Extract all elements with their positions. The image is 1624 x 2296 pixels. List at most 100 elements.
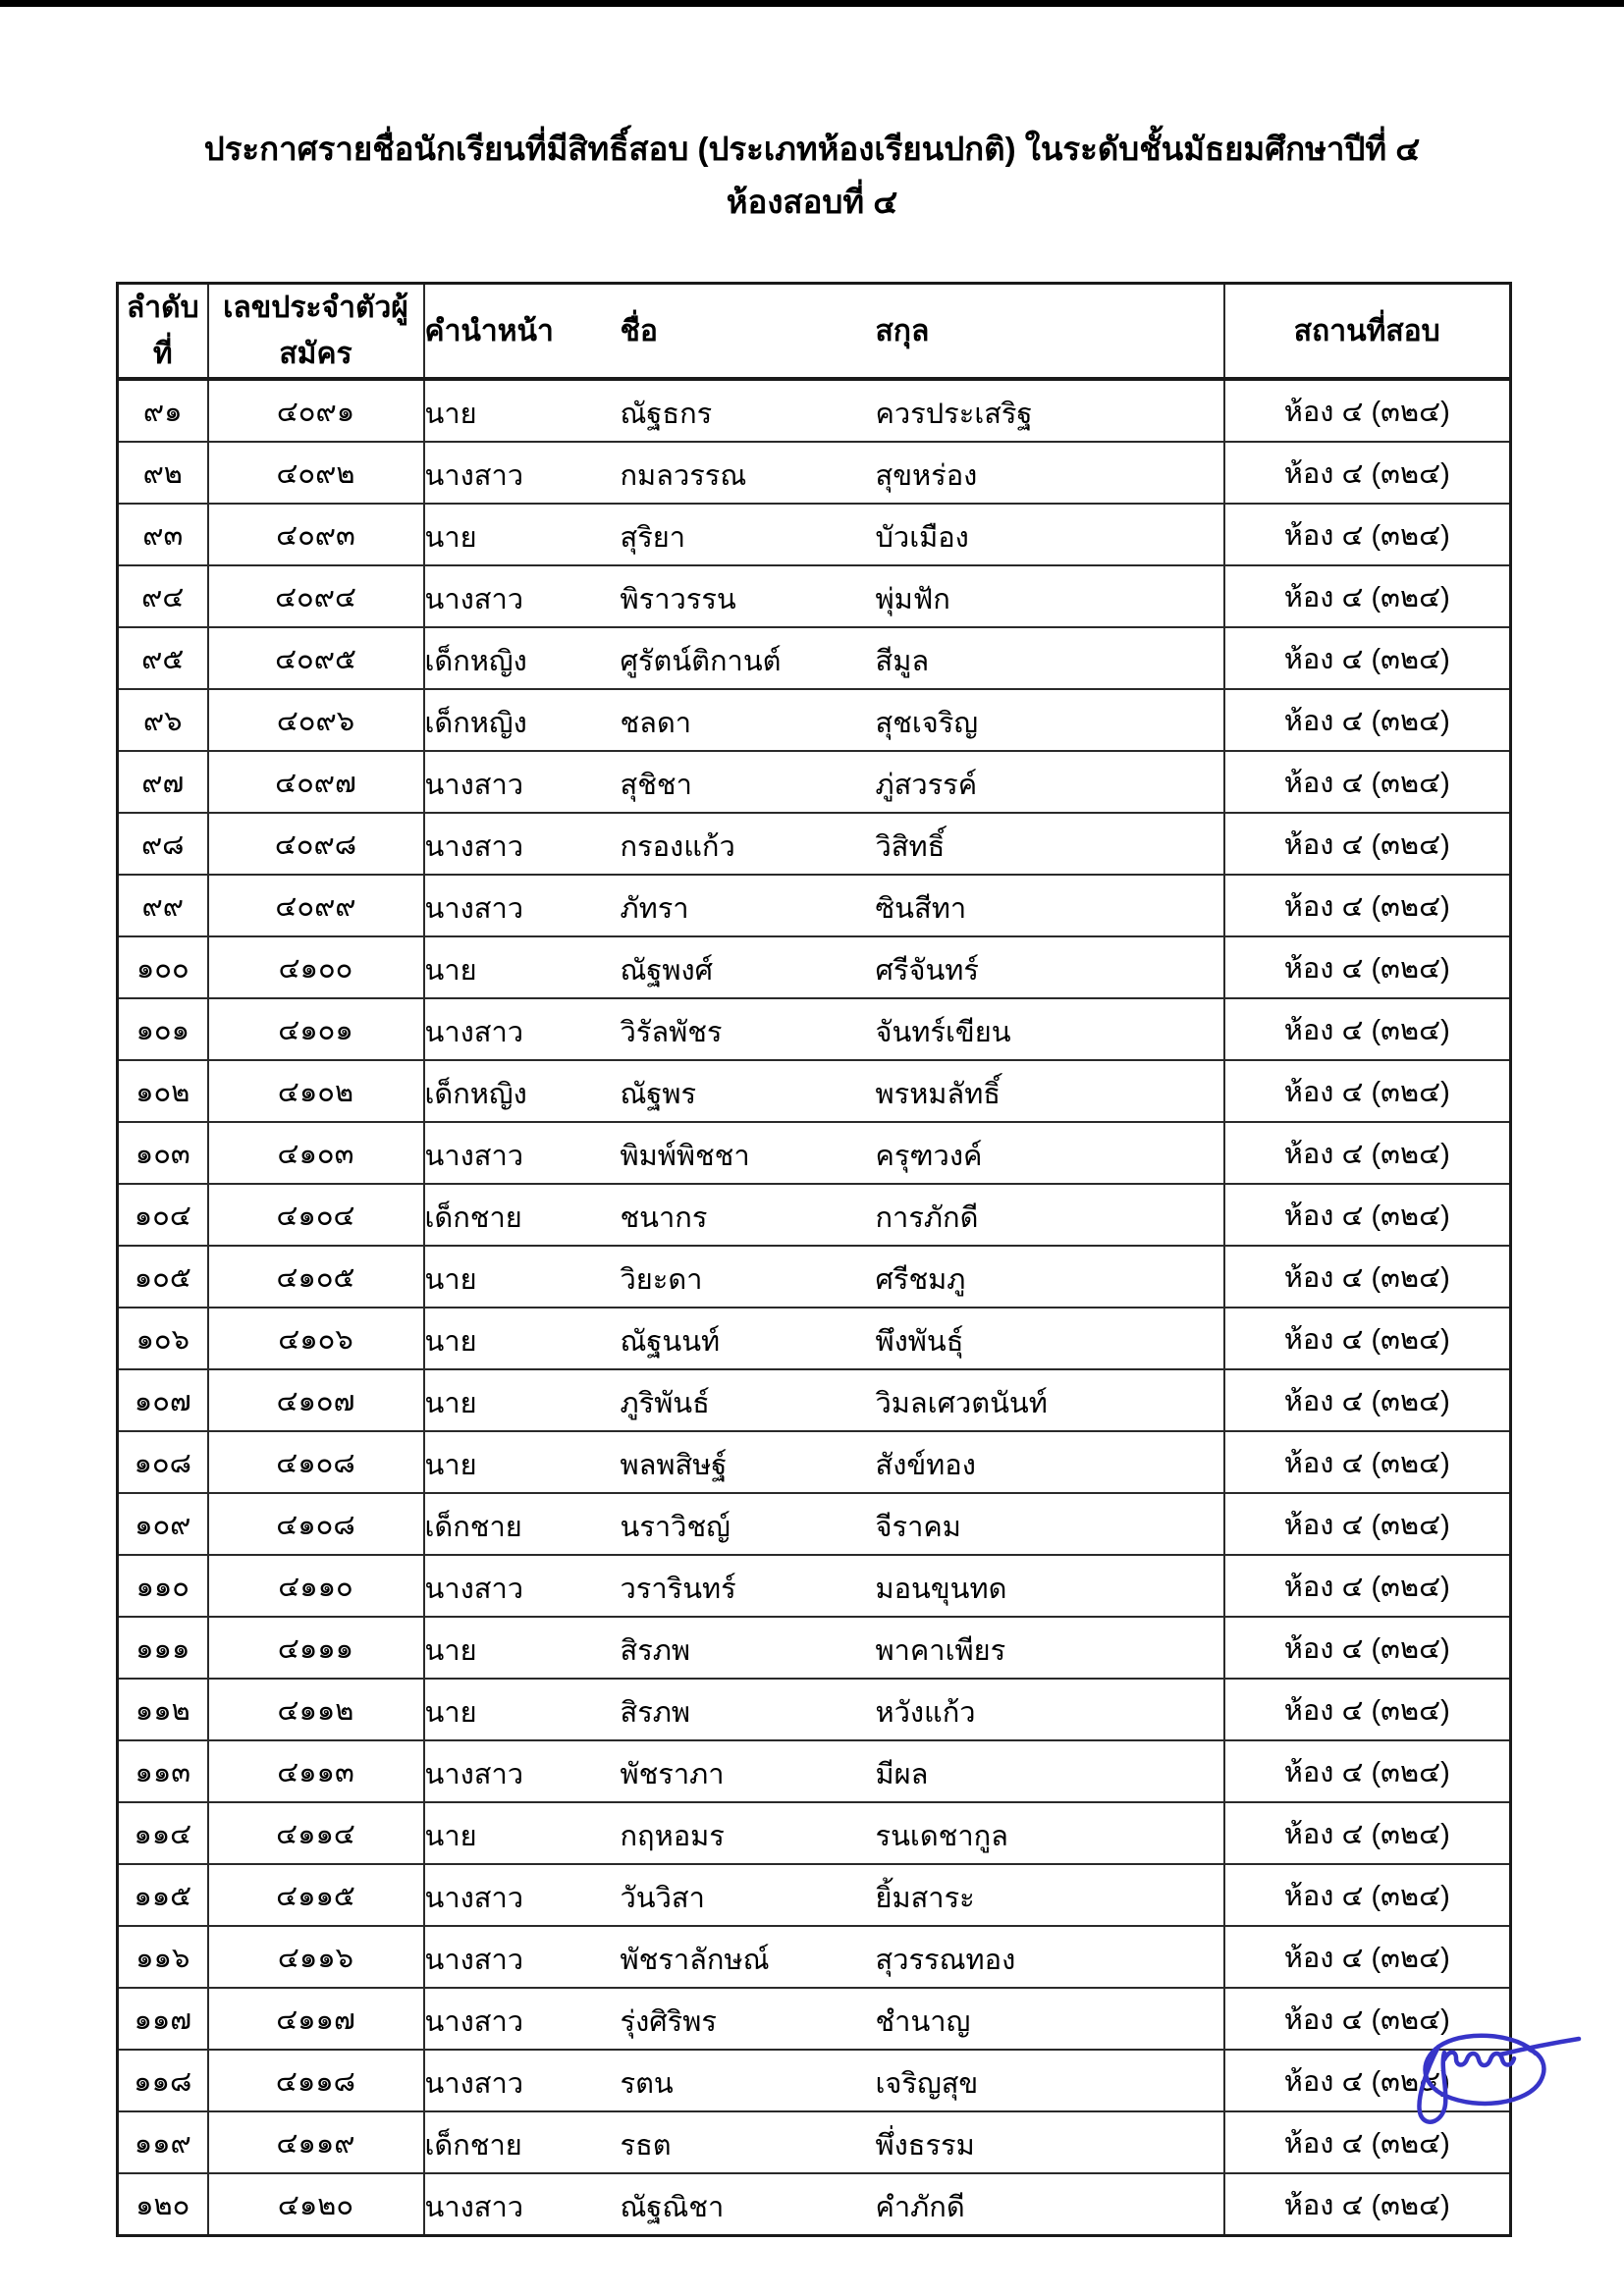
table-row: ๑๑๗ ๔๑๑๗ นางสาว รุ่งศิริพร ชำนาญ ห้อง ๔ … [117,1988,1511,2051]
cell-applicant-id: ๔๐๙๙ [207,875,425,937]
cell-applicant-id: ๔๑๐๖ [207,1308,425,1370]
cell-applicant-id: ๔๑๑๓ [207,1740,425,1803]
cell-applicant-id: ๔๐๙๓ [207,504,425,566]
cell-first-name: พิมพ์พิชชา [620,1122,876,1185]
cell-prefix: นาย [423,1246,621,1308]
cell-first-name: สิรภพ [620,1617,876,1680]
cell-first-name: ณัฐณิชา [620,2173,876,2237]
cell-last-name: มอนขุนทด [875,1555,1225,1618]
cell-exam-location: ห้อง ๔ (๓๒๔) [1223,1493,1511,1556]
cell-first-name: ณัฐธกร [620,379,876,443]
cell-prefix: นางสาว [423,1988,621,2051]
cell-order: ๑๐๔ [117,1184,209,1247]
cell-first-name: วันวิสา [620,1864,876,1927]
cell-last-name: การภักดี [875,1184,1225,1247]
cell-first-name: ณัฐพร [620,1060,876,1123]
cell-applicant-id: ๔๑๐๒ [207,1060,425,1123]
cell-applicant-id: ๔๑๑๙ [207,2111,425,2174]
cell-last-name: วิมลเศวตนันท์ [875,1369,1225,1432]
cell-first-name: รตน [620,2050,876,2112]
cell-exam-location: ห้อง ๔ (๓๒๔) [1223,1988,1511,2051]
cell-last-name: หวังแก้ว [875,1679,1225,1741]
cell-exam-location: ห้อง ๔ (๓๒๔) [1223,1308,1511,1370]
cell-prefix: นางสาว [423,751,621,814]
table-row: ๙๗ ๔๐๙๗ นางสาว สุชิชา ภู่สวรรค์ ห้อง ๔ (… [117,751,1511,814]
header-first-name: ชื่อ [620,283,876,381]
cell-order: ๙๘ [117,813,209,876]
cell-order: ๑๑๙ [117,2111,209,2174]
cell-order: ๑๐๖ [117,1308,209,1370]
table-row: ๙๒ ๔๐๙๒ นางสาว กมลวรรณ สุขหร่อง ห้อง ๔ (… [117,442,1511,505]
cell-prefix: นาย [423,379,621,443]
cell-prefix: เด็กหญิง [423,689,621,752]
cell-first-name: พัชราลักษณ์ [620,1926,876,1989]
cell-exam-location: ห้อง ๔ (๓๒๔) [1223,751,1511,814]
cell-prefix: นางสาว [423,1555,621,1618]
cell-applicant-id: ๔๑๐๓ [207,1122,425,1185]
cell-applicant-id: ๔๑๑๔ [207,1802,425,1865]
cell-exam-location: ห้อง ๔ (๓๒๔) [1223,565,1511,628]
table-row: ๙๑ ๔๐๙๑ นาย ณัฐธกร ควรประเสริฐ ห้อง ๔ (๓… [117,379,1511,443]
cell-applicant-id: ๔๑๑๐ [207,1555,425,1618]
cell-last-name: ศรีจันทร์ [875,936,1225,999]
table-row: ๑๐๔ ๔๑๐๔ เด็กชาย ชนากร การภักดี ห้อง ๔ (… [117,1184,1511,1247]
cell-last-name: วิสิทธิ์ [875,813,1225,876]
cell-prefix: นาย [423,1802,621,1865]
cell-order: ๑๐๒ [117,1060,209,1123]
table-row: ๙๕ ๔๐๙๕ เด็กหญิง ศูรัตน์ติกานต์ สีมูล ห้… [117,627,1511,690]
cell-prefix: นาย [423,1308,621,1370]
cell-order: ๑๑๖ [117,1926,209,1989]
cell-applicant-id: ๔๐๙๔ [207,565,425,628]
cell-prefix: นางสาว [423,813,621,876]
cell-applicant-id: ๔๐๙๕ [207,627,425,690]
cell-first-name: กฤหอมร [620,1802,876,1865]
cell-order: ๙๕ [117,627,209,690]
cell-applicant-id: ๔๑๐๕ [207,1246,425,1308]
page-title: ประกาศรายชื่อนักเรียนที่มีสิทธิ์สอบ (ประ… [203,131,1421,167]
cell-last-name: พรหมลัทธิ์ [875,1060,1225,1123]
header-last-name: สกุล [875,283,1225,381]
cell-first-name: สิรภพ [620,1679,876,1741]
cell-applicant-id: ๔๑๑๗ [207,1988,425,2051]
cell-last-name: ควรประเสริฐ [875,379,1225,443]
table-row: ๑๐๘ ๔๑๐๘ นาย พลพสิษฐ์ สังข์ทอง ห้อง ๔ (๓… [117,1431,1511,1494]
cell-first-name: ณัฐพงศ์ [620,936,876,999]
cell-last-name: สุขหร่อง [875,442,1225,505]
cell-order: ๑๐๑ [117,998,209,1061]
cell-order: ๙๒ [117,442,209,505]
cell-order: ๑๐๗ [117,1369,209,1432]
cell-last-name: พึ่งธรรม [875,2111,1225,2174]
cell-last-name: บัวเมือง [875,504,1225,566]
scan-edge-artifact [0,0,1624,7]
cell-prefix: นางสาว [423,1122,621,1185]
table-row: ๑๒๐ ๔๑๒๐ นางสาว ณัฐณิชา คำภักดี ห้อง ๔ (… [117,2173,1511,2237]
cell-first-name: ภูริพันธ์ [620,1369,876,1432]
cell-exam-location: ห้อง ๔ (๓๒๔) [1223,1431,1511,1494]
table-row: ๑๑๑ ๔๑๑๑ นาย สิรภพ พาคาเพียร ห้อง ๔ (๓๒๔… [117,1617,1511,1680]
cell-prefix: เด็กชาย [423,2111,621,2174]
cell-exam-location: ห้อง ๔ (๓๒๔) [1223,442,1511,505]
table-row: ๙๓ ๔๐๙๓ นาย สุริยา บัวเมือง ห้อง ๔ (๓๒๔) [117,504,1511,566]
cell-first-name: วิรัลพัชร [620,998,876,1061]
cell-last-name: มีผล [875,1740,1225,1803]
cell-last-name: คำภักดี [875,2173,1225,2237]
cell-last-name: พาคาเพียร [875,1617,1225,1680]
cell-first-name: วรารินทร์ [620,1555,876,1618]
cell-last-name: ภู่สวรรค์ [875,751,1225,814]
cell-exam-location: ห้อง ๔ (๓๒๔) [1223,379,1511,443]
cell-applicant-id: ๔๑๐๗ [207,1369,425,1432]
cell-exam-location: ห้อง ๔ (๓๒๔) [1223,1060,1511,1123]
document-header: ประกาศรายชื่อนักเรียนที่มีสิทธิ์สอบ (ประ… [0,126,1624,226]
cell-order: ๑๐๐ [117,936,209,999]
table-row: ๙๖ ๔๐๙๖ เด็กหญิง ชลดา สุชเจริญ ห้อง ๔ (๓… [117,689,1511,752]
table-row: ๑๑๔ ๔๑๑๔ นาย กฤหอมร รนเดชากูล ห้อง ๔ (๓๒… [117,1802,1511,1865]
cell-applicant-id: ๔๑๒๐ [207,2173,425,2237]
cell-order: ๙๗ [117,751,209,814]
cell-order: ๑๑๓ [117,1740,209,1803]
cell-prefix: นาย [423,1679,621,1741]
cell-last-name: ศรีชมภู [875,1246,1225,1308]
student-roster-table: ลำดับที่ เลขประจำตัวผู้สมัคร คำนำหน้า ชื… [116,282,1512,2237]
cell-applicant-id: ๔๑๑๑ [207,1617,425,1680]
cell-last-name: ยิ้มสาระ [875,1864,1225,1927]
cell-order: ๙๔ [117,565,209,628]
